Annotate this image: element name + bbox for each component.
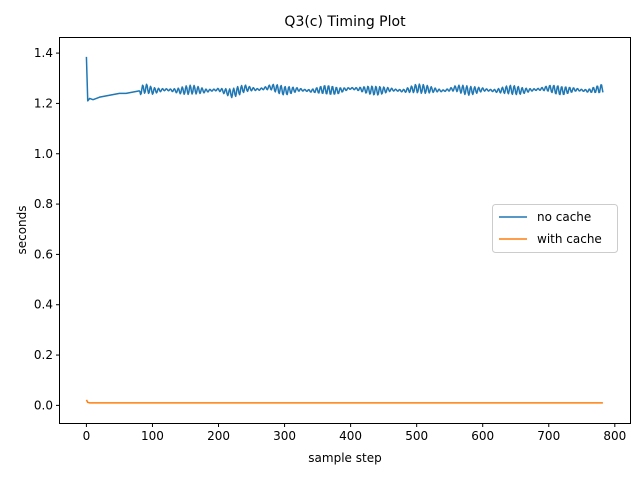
- y-tick-label: 0.2: [34, 348, 53, 362]
- x-tick-label: 400: [339, 429, 362, 443]
- x-tick-label: 500: [405, 429, 428, 443]
- legend: no cache with cache: [492, 204, 618, 253]
- x-tick-label: 600: [471, 429, 494, 443]
- legend-label-no-cache: no cache: [537, 210, 591, 224]
- y-tick-label: 1.0: [34, 147, 53, 161]
- y-tick-label: 0.6: [34, 247, 53, 261]
- x-tick-label: 300: [273, 429, 296, 443]
- x-tick-label: 800: [603, 429, 626, 443]
- plot-frame: [59, 37, 631, 424]
- y-tick-label: 0.4: [34, 298, 53, 312]
- y-tick-label: 1.4: [34, 46, 53, 60]
- chart-title: Q3(c) Timing Plot: [284, 14, 406, 30]
- x-tick-label: 0: [83, 429, 91, 443]
- axis-ticks: 0 100 200 300 400 500 600 700 800 0.0 0.2 0.4 0.6 0.8…: [34, 46, 626, 443]
- plot-area: [85, 56, 604, 404]
- y-tick-label: 1.2: [34, 96, 53, 110]
- x-tick-label: 200: [207, 429, 230, 443]
- x-axis-label: sample step: [308, 451, 381, 465]
- y-tick-label: 0.8: [34, 197, 53, 211]
- x-tick-label: 100: [141, 429, 164, 443]
- x-tick-label: 700: [537, 429, 560, 443]
- y-tick-label: 0.0: [34, 398, 53, 412]
- series-line-0: [85, 56, 604, 102]
- y-axis-label: seconds: [15, 205, 29, 254]
- legend-label-with-cache: with cache: [537, 232, 602, 246]
- series-line-1: [85, 399, 604, 404]
